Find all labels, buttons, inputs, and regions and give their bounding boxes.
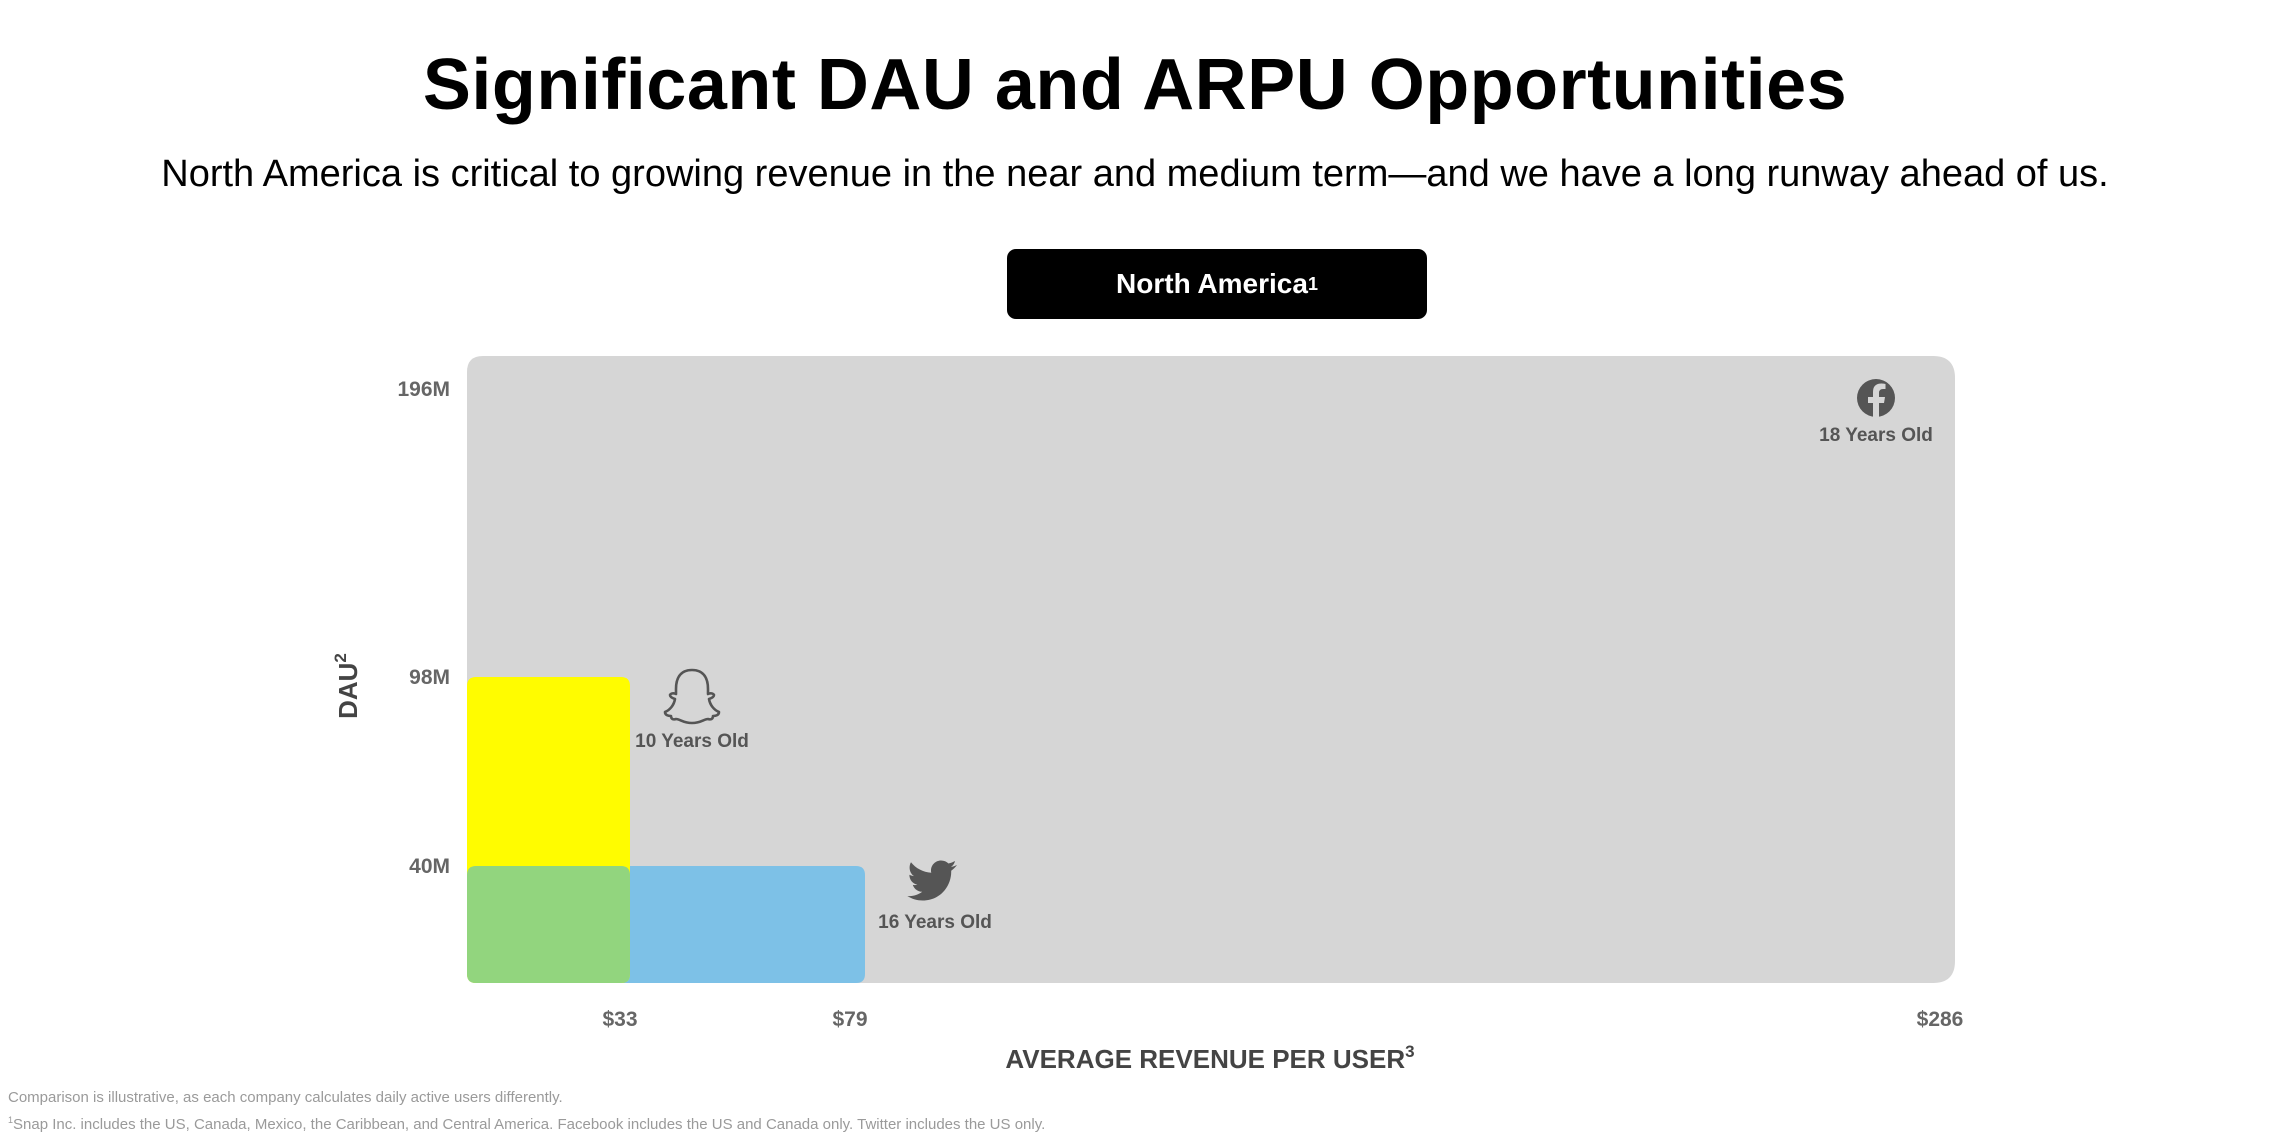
y-axis-title-text: DAU: [333, 663, 363, 719]
snapchat-age-label: 10 Years Old: [635, 731, 749, 752]
snapchat-twitter-overlap-rect: [467, 866, 630, 983]
twitter-bird-icon: [907, 860, 957, 901]
x-tick-label-286: $286: [1917, 1008, 1964, 1031]
y-tick-label-196m: 196M: [397, 378, 450, 401]
region-button-footnote-marker: 1: [1307, 273, 1318, 294]
x-tick-label-79: $79: [832, 1008, 867, 1031]
twitter-age-label: 16 Years Old: [878, 912, 992, 933]
region-button-label: North America: [1116, 268, 1308, 299]
snapchat-ghost-icon: [663, 668, 721, 725]
y-tick-label-40m: 40M: [409, 855, 450, 878]
page-title: Significant DAU and ARPU Opportunities: [422, 45, 1848, 125]
page-subtitle: North America is critical to growing rev…: [161, 153, 2109, 195]
y-axis-title: DAU2: [331, 653, 363, 719]
y-axis-title-footnote-marker: 2: [331, 653, 350, 662]
region-button-north-america[interactable]: North America 1: [1007, 249, 1427, 319]
x-axis-title-text: AVERAGE REVENUE PER USER: [1005, 1044, 1405, 1074]
x-axis-title: AVERAGE REVENUE PER USER3: [1005, 1042, 1414, 1074]
y-tick-label-98m: 98M: [409, 666, 450, 689]
footnote-marker-1: 1: [8, 1115, 14, 1125]
footnotes: Comparison is illustrative, as each comp…: [8, 1086, 1045, 1136]
x-axis-title-footnote-marker: 3: [1405, 1042, 1414, 1061]
footnote-line-2: 1Snap Inc. includes the US, Canada, Mexi…: [8, 1109, 1045, 1136]
facebook-icon: [1857, 379, 1895, 417]
footnote-line-2-text: Snap Inc. includes the US, Canada, Mexic…: [13, 1116, 1046, 1133]
facebook-age-label: 18 Years Old: [1819, 425, 1933, 446]
facebook-area-rect: [467, 356, 1955, 983]
x-tick-label-33: $33: [602, 1008, 637, 1031]
footnote-line-1: Comparison is illustrative, as each comp…: [8, 1089, 563, 1106]
